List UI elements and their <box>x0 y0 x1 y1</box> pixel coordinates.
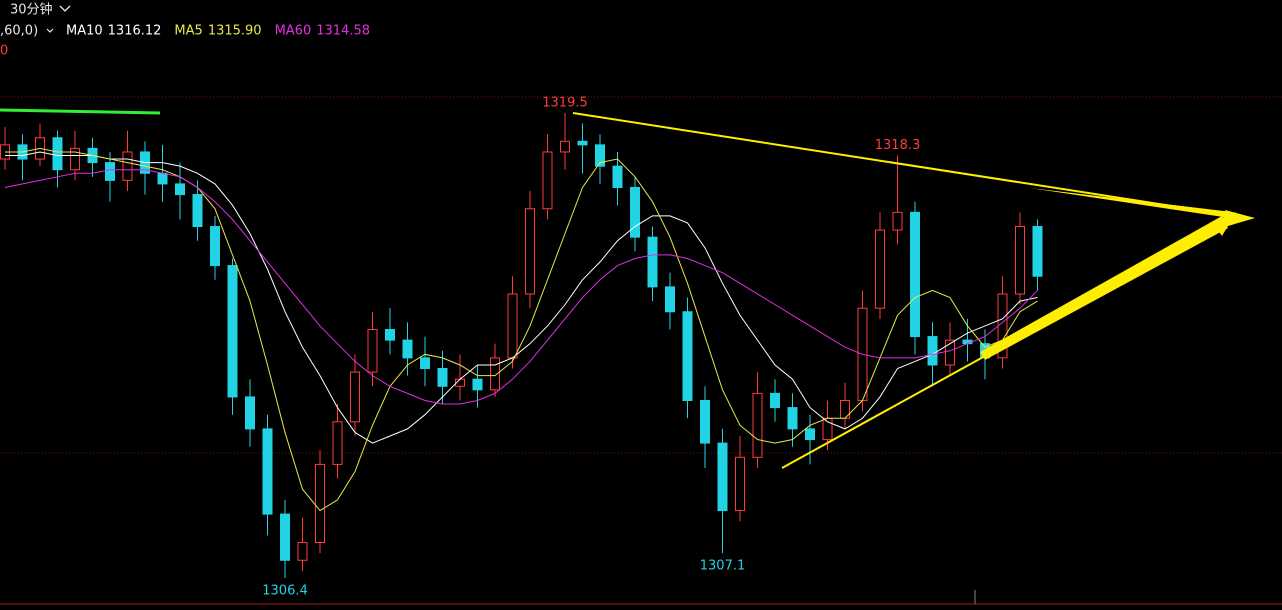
candle-body <box>122 151 133 181</box>
candle-body <box>402 339 413 359</box>
candle-body <box>945 339 955 366</box>
candle-body <box>385 328 395 341</box>
extreme-label: 1306.4 <box>262 584 308 599</box>
candle-body <box>612 165 623 188</box>
candle-body <box>717 442 728 512</box>
period-selector[interactable]: 30分钟 <box>10 2 71 18</box>
candle-body <box>1015 226 1025 295</box>
legend-value: 1316.12 <box>108 24 162 39</box>
extreme-label: 1307.1 <box>700 559 746 574</box>
candle-body <box>157 172 168 185</box>
candle-body <box>210 226 220 267</box>
candle-body <box>665 286 675 313</box>
legend-value: 1315.90 <box>208 24 262 39</box>
plot: 1319.5 1318.3 1306.4 1307.1 <box>0 95 1043 599</box>
candle-body <box>1032 226 1043 277</box>
indicator-params: ,60,0) <box>0 24 38 39</box>
candle-body <box>735 456 745 512</box>
candle-body <box>875 229 885 309</box>
resistance-drawing <box>0 108 161 115</box>
candle-body <box>577 140 588 146</box>
extreme-label: 1318.3 <box>875 138 921 153</box>
candle-body <box>70 147 80 171</box>
candle-body <box>227 265 238 398</box>
legend-value: 1314.58 <box>316 24 370 39</box>
candle-body <box>927 336 938 366</box>
candle-body <box>787 407 798 430</box>
legend-name: MA5 <box>174 24 202 39</box>
indicator-chevron[interactable] <box>46 28 54 33</box>
candle-body <box>507 293 518 359</box>
candle-body <box>910 211 920 338</box>
candle-body <box>105 162 115 181</box>
candle-body <box>437 368 448 387</box>
moving-average-line <box>5 151 1038 444</box>
candle-body <box>752 392 763 458</box>
candle-body <box>280 513 290 561</box>
candle-body <box>542 151 553 210</box>
candle-body <box>805 428 815 441</box>
candle-body <box>192 194 203 228</box>
legend: MA10 1316.12 MA5 1315.90 MA60 1314.58 <box>66 24 370 39</box>
period-label[interactable]: 30分钟 <box>10 2 53 18</box>
candle-body <box>420 357 430 370</box>
candle-body <box>245 396 255 430</box>
dropdown-chevron[interactable] <box>59 5 71 12</box>
legend-name: MA10 <box>66 24 103 39</box>
moving-average-line <box>5 147 1038 512</box>
axis-fragment: 0 <box>0 44 8 59</box>
drawings <box>0 108 1255 469</box>
candle-body <box>647 236 658 288</box>
trend-line-upper <box>572 112 1231 216</box>
candle-body <box>175 183 185 196</box>
candle-body <box>350 371 360 423</box>
candle-body <box>262 428 273 515</box>
candle-body <box>595 144 605 167</box>
arrow-head <box>1212 212 1236 236</box>
candle-body <box>700 399 710 444</box>
trend-line-lower-thick <box>980 216 1228 360</box>
moving-average-line <box>4 169 1038 405</box>
candle-body <box>52 137 63 171</box>
candle-body <box>332 421 343 465</box>
trend-line-upper-thick <box>1030 188 1232 218</box>
candle-body <box>770 392 780 409</box>
candle-body <box>525 208 535 295</box>
candle-body <box>560 140 570 153</box>
candle-body <box>630 186 640 238</box>
candle-body <box>892 211 903 231</box>
candle-body <box>297 542 308 561</box>
candle-body <box>367 328 378 373</box>
candle-body <box>315 463 325 544</box>
extreme-label: 1319.5 <box>542 95 588 110</box>
candle-body <box>490 357 500 391</box>
candle-body <box>472 378 483 391</box>
legend-name: MA60 <box>275 24 312 39</box>
candle-body <box>682 311 693 401</box>
